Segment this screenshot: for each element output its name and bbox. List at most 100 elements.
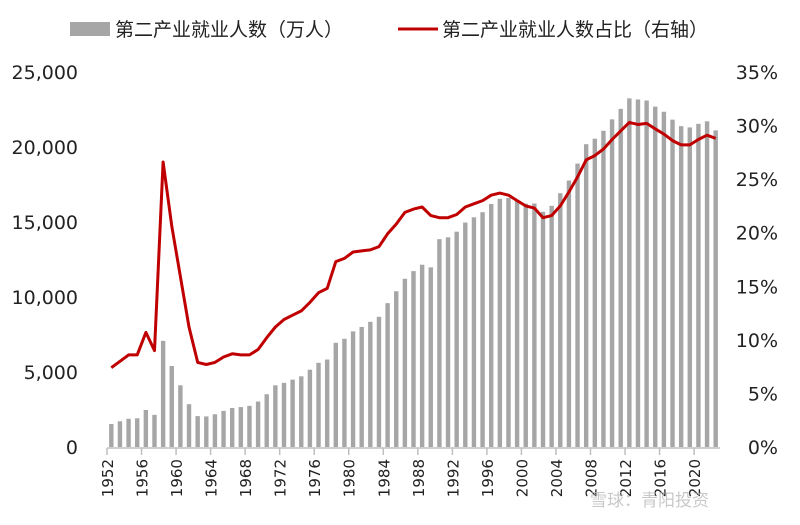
bar-1955 <box>135 418 140 447</box>
left-tick-label: 5,000 <box>24 362 78 384</box>
x-tick-label: 1968 <box>237 459 255 497</box>
share-line <box>110 120 717 369</box>
x-tick-label: 1988 <box>410 459 428 497</box>
bar-1970 <box>264 394 269 447</box>
x-tick-label: 2020 <box>686 459 704 497</box>
left-tick-label: 0 <box>66 437 78 459</box>
bar-1971 <box>273 385 278 447</box>
bar-1965 <box>221 410 226 447</box>
bar-1968 <box>247 405 252 447</box>
x-tick-label: 1980 <box>341 459 359 497</box>
bar-2003 <box>549 205 554 447</box>
bar-1984 <box>385 303 390 447</box>
x-tick-label: 1956 <box>134 459 152 497</box>
x-tick-label: 2008 <box>582 459 600 497</box>
bar-1997 <box>497 198 503 447</box>
bar-1980 <box>350 331 356 447</box>
bar-1996 <box>489 203 494 447</box>
x-tick-label: 1972 <box>272 459 290 497</box>
bar-2005 <box>566 180 572 447</box>
bar-2000 <box>523 203 528 447</box>
bar-1962 <box>195 416 200 447</box>
bar-1987 <box>411 271 416 447</box>
bar-2022 <box>713 130 718 448</box>
bar-1988 <box>419 264 425 447</box>
bar-1957 <box>152 414 157 447</box>
bar-2010 <box>609 119 615 448</box>
bar-1992 <box>454 231 459 447</box>
right-tick-label: 25% <box>736 169 778 191</box>
right-tick-label: 20% <box>736 223 778 245</box>
bar-1985 <box>394 291 399 447</box>
bar-2013 <box>635 99 641 447</box>
bar-2021 <box>704 121 710 447</box>
right-tick-label: 0% <box>748 437 778 459</box>
bar-1994 <box>471 217 477 447</box>
left-tick-label: 15,000 <box>12 212 78 234</box>
bar-1972 <box>281 382 287 447</box>
x-tick-label: 2000 <box>513 459 531 497</box>
bar-1974 <box>299 376 304 447</box>
x-tick-label: 1952 <box>99 459 117 497</box>
bar-1958 <box>160 340 166 447</box>
bar-1990 <box>437 239 442 447</box>
bar-1966 <box>229 408 235 447</box>
legend: 第二产业就业人数（万人） 第二产业就业人数占比（右轴） <box>70 19 708 41</box>
right-tick-label: 35% <box>736 62 778 84</box>
bar-1952 <box>109 424 114 447</box>
bar-2019 <box>687 127 692 448</box>
legend-bar-label: 第二产业就业人数（万人） <box>115 19 343 41</box>
bar-2011 <box>618 108 623 447</box>
bar-2017 <box>670 119 675 447</box>
bar-2004 <box>558 193 563 447</box>
bar-1977 <box>324 359 330 447</box>
bar-1960 <box>178 385 183 447</box>
bar-1976 <box>316 362 321 447</box>
bar-1993 <box>463 222 468 447</box>
bar-1961 <box>186 404 192 447</box>
right-tick-label: 15% <box>736 276 778 298</box>
bar-1982 <box>368 321 373 447</box>
right-tick-label: 30% <box>736 116 778 138</box>
bar-1954 <box>126 418 131 447</box>
x-tick-label: 1992 <box>444 459 462 497</box>
x-tick-label: 2004 <box>548 459 566 497</box>
x-tick-label: 1996 <box>479 459 497 497</box>
x-tick-label: 2016 <box>652 459 670 497</box>
bar-2009 <box>601 130 606 448</box>
x-tick-label: 1976 <box>306 459 324 497</box>
x-tick-label: 1984 <box>375 459 393 497</box>
bar-1956 <box>143 409 149 447</box>
bar-2008 <box>592 138 598 447</box>
left-tick-label: 20,000 <box>12 137 78 159</box>
bar-1969 <box>255 401 261 447</box>
bar-1975 <box>307 369 313 447</box>
bar-1963 <box>204 416 209 447</box>
bar-1991 <box>445 237 451 447</box>
x-tick-label: 2012 <box>617 459 635 497</box>
bar-2002 <box>540 211 546 447</box>
bar-2006 <box>575 163 580 447</box>
bar-2007 <box>583 144 589 447</box>
right-tick-label: 5% <box>748 383 778 405</box>
bar-1953 <box>117 421 123 447</box>
bar-2012 <box>627 98 632 447</box>
legend-line-label: 第二产业就业人数占比（右轴） <box>442 19 708 41</box>
bar-1973 <box>290 379 295 447</box>
bar-1978 <box>333 342 338 447</box>
bar-2015 <box>653 106 658 447</box>
x-tick-label: 1960 <box>168 459 186 497</box>
bar-1979 <box>342 338 347 447</box>
watermark: 雪球：青阳投资 <box>590 491 709 511</box>
bar-2016 <box>661 111 667 447</box>
bar-1964 <box>212 414 218 447</box>
bar-1981 <box>359 326 364 447</box>
bar-2018 <box>678 126 684 448</box>
bar-2020 <box>696 123 701 447</box>
bar-1959 <box>169 365 174 447</box>
legend-bar-swatch <box>70 22 110 36</box>
bar-1998 <box>506 198 511 447</box>
right-tick-label: 10% <box>736 330 778 352</box>
